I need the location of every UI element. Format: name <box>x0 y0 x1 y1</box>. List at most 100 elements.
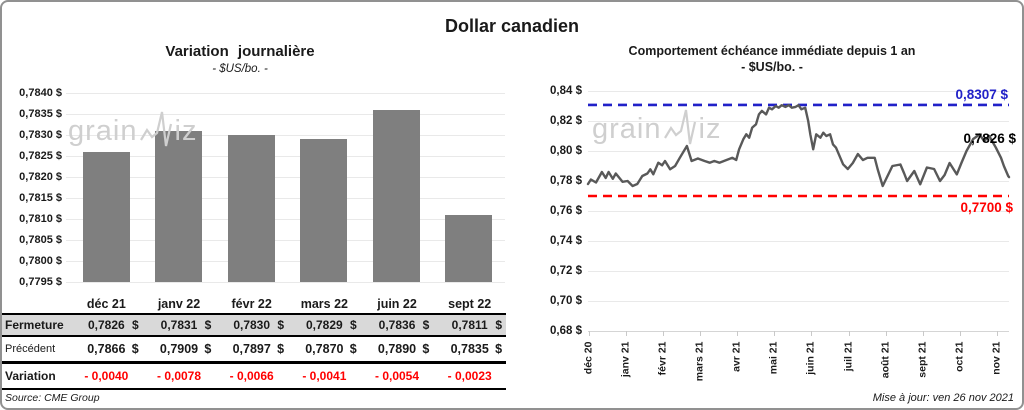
y-tick-label: 0,72 $ <box>550 265 582 277</box>
gridline <box>588 121 1009 122</box>
gridline <box>588 211 1009 212</box>
value-cell: - 0,0054 <box>375 369 420 383</box>
y-tick-label: 0,7810 $ <box>19 213 62 225</box>
value-number: 0,7835 <box>450 342 489 356</box>
x-tick-mark <box>960 331 961 336</box>
gridline <box>66 177 505 178</box>
y-tick-label: 0,7830 $ <box>19 129 62 141</box>
y-tick-label: 0,7840 $ <box>19 87 62 99</box>
x-tick-label: juin 21 <box>804 341 817 375</box>
watermark-text: grain <box>592 112 662 145</box>
gridline <box>66 261 505 262</box>
value-cell: 0,7830 $ <box>215 318 288 332</box>
y-tick-label: 0,68 $ <box>550 325 582 337</box>
table-row-précédent: Précédent 0,7866 $0,7909 $0,7897 $0,7870 $0,7… <box>2 337 506 364</box>
x-tick-mark <box>811 331 813 336</box>
value-cell: 0,7909 $ <box>143 342 216 356</box>
gridline <box>588 181 1009 182</box>
value-cell: 0,7835 $ <box>433 342 506 356</box>
month-header-cell: mars 22 <box>300 296 348 311</box>
currency-sign: $ <box>204 318 212 332</box>
month-header-cell: janv 22 <box>157 296 201 311</box>
month-header-cell: sept 22 <box>448 296 492 311</box>
value-number: 0,7866 <box>87 342 126 356</box>
table-row-fermeture: Fermeture 0,7826 $0,7831 $0,7830 $0,7829 $0,7… <box>2 313 506 337</box>
value-cell: - 0,0066 <box>229 369 274 383</box>
row-label: Fermeture <box>5 318 64 332</box>
value-number: 0,7830 <box>233 318 271 332</box>
bar-mars-22 <box>300 139 348 282</box>
upper-ref-label: 0,8307 $ <box>955 87 1008 102</box>
last-price-label: 0,7826 $ <box>963 131 1016 146</box>
month-header-cell: juin 22 <box>377 296 417 311</box>
value-number: 0,7811 <box>451 318 488 332</box>
gridline <box>66 219 505 220</box>
value-cell: 0,7831 $ <box>143 318 216 332</box>
watermark-zigzag-icon <box>139 111 172 147</box>
x-tick-mark <box>625 331 627 336</box>
x-tick-mark <box>848 331 850 336</box>
x-tick-mark <box>922 331 924 336</box>
value-cell: 0,7836 $ <box>361 318 434 332</box>
y-tick-label: 0,7820 $ <box>19 171 62 183</box>
x-tick-mark <box>737 331 739 336</box>
watermark-text: iz <box>174 114 198 147</box>
lower-ref-label: 0,7700 $ <box>960 200 1013 215</box>
value-cell: - 0,0023 <box>447 369 492 383</box>
bar-sept-22 <box>445 214 493 282</box>
value-number: 0,7829 <box>306 318 343 332</box>
bar-chart-title: Variation journalière <box>165 43 315 60</box>
value-number: 0,7836 <box>378 318 416 332</box>
y-tick-label: 0,7835 $ <box>19 108 62 120</box>
table-header-row: déc 21 janv 22 févr 22 mars 22 juin 22 sept 2… <box>2 294 506 313</box>
value-cell: 0,7866 $ <box>70 342 143 356</box>
currency-sign: $ <box>204 342 212 356</box>
source-note: Source: CME Group <box>5 392 100 404</box>
value-cell: 0,7897 $ <box>215 342 288 356</box>
line-chart-title: Comportement échéance immédiate depuis 1… <box>628 44 916 58</box>
x-tick-mark <box>774 331 776 336</box>
row-label: Variation <box>5 369 56 383</box>
gridline <box>66 156 505 157</box>
x-tick-mark <box>997 331 999 336</box>
x-tick-mark <box>700 331 701 336</box>
bar-juin-22 <box>372 109 420 282</box>
gridline <box>66 114 505 115</box>
currency-sign: $ <box>495 342 503 356</box>
gridline <box>588 271 1009 272</box>
month-header-cell: déc 21 <box>86 296 126 311</box>
y-tick-label: 0,7815 $ <box>19 192 62 204</box>
value-cell: 0,7890 $ <box>361 342 434 356</box>
gridline <box>66 198 505 199</box>
y-tick-label: 0,7825 $ <box>19 150 62 162</box>
currency-sign: $ <box>495 318 503 332</box>
page-title: Dollar canadien <box>444 16 580 36</box>
gridline <box>66 135 505 136</box>
gridline <box>588 331 1009 332</box>
value-cell: - 0,0078 <box>156 369 202 383</box>
row-label: Précédent <box>5 343 56 355</box>
y-tick-label: 0,84 $ <box>550 85 582 97</box>
value-number: 0,7826 <box>87 318 125 332</box>
bar-déc-21 <box>82 151 130 282</box>
x-tick-label: nov 21 <box>990 341 1003 375</box>
currency-sign: $ <box>349 342 357 356</box>
value-cell: 0,7870 $ <box>288 342 361 356</box>
x-tick-label: juil 21 <box>842 341 854 372</box>
value-number: 0,7831 <box>160 318 198 332</box>
gridline <box>588 91 1009 92</box>
currency-sign: $ <box>131 318 139 332</box>
x-tick-mark <box>885 331 887 336</box>
gridline <box>66 240 505 241</box>
currency-sign: $ <box>277 318 285 332</box>
bar-chart-subtitle: - $US/bo. - <box>212 63 268 75</box>
x-tick-label: oct 21 <box>953 341 966 372</box>
watermark-text: iz <box>698 112 722 145</box>
grainwiz-watermark: grain iz <box>592 108 721 150</box>
x-tick-label: août 21 <box>879 341 892 379</box>
currency-sign: $ <box>277 342 285 356</box>
line-chart-subtitle: - $US/bo. - <box>741 60 803 74</box>
watermark-zigzag-icon <box>663 109 696 145</box>
x-tick-mark <box>662 331 664 336</box>
value-cell: - 0,0041 <box>302 369 347 383</box>
